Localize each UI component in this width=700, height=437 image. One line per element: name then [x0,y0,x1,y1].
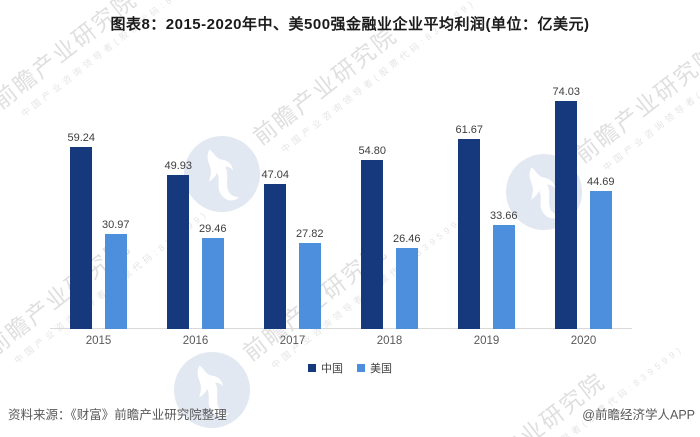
bar-2018-美国 [395,248,418,329]
legend-item-美国: 美国 [357,360,392,376]
chart-title: 图表8：2015-2020年中、美500强金融业企业平均利润(单位：亿美元) [110,16,590,33]
bar-column: 29.46 [199,223,227,329]
legend-swatch [308,364,316,372]
bar-2015-中国 [70,147,93,329]
bar-column: 26.46 [393,233,421,329]
bar-value-label: 27.82 [296,228,324,240]
bar-value-label: 54.80 [358,145,386,157]
credit-note: @前瞻经济学人APP [582,408,695,422]
bar-group-2016: 49.93 29.46 [164,160,227,329]
brand-logo-icon [0,85,15,192]
bar-column: 49.93 [164,160,192,329]
bar-2017-美国 [298,243,321,329]
bar-column: 54.80 [358,145,386,329]
x-tick-label-2017: 2017 [279,335,306,347]
bar-group-2020: 74.03 44.69 [552,86,615,329]
bar-value-label: 74.03 [552,86,580,98]
bar-value-label: 44.69 [587,176,615,188]
legend-label: 中国 [321,363,343,375]
bar-2019-中国 [458,139,481,329]
bar-group-2017: 47.04 27.82 [261,169,324,329]
bar-value-label: 30.97 [102,219,130,231]
bar-2020-中国 [555,101,578,329]
x-tick-label-2018: 2018 [376,335,403,347]
bar-2016-中国 [167,175,190,329]
bar-2018-中国 [361,160,384,329]
bar-column: 44.69 [587,176,615,329]
bar-value-label: 49.93 [164,160,192,172]
bar-2015-美国 [104,234,127,329]
footer: 资料来源：《财富》前瞻产业研究院整理 @前瞻经济学人APP [8,404,695,423]
legend-label: 美国 [370,363,392,375]
legend-item-中国: 中国 [308,360,343,376]
bar-group-2019: 61.67 33.66 [455,124,518,329]
bar-group-2015: 59.24 30.97 [67,132,130,329]
bar-value-label: 26.46 [393,233,421,245]
bar-group-2018: 54.80 26.46 [358,145,421,329]
bar-column: 59.24 [67,132,95,329]
bar-2019-美国 [492,225,515,329]
bar-2020-美国 [589,191,612,329]
bar-column: 33.66 [490,210,518,329]
source-note: 资料来源：《财富》前瞻产业研究院整理 [8,408,227,422]
bar-column: 61.67 [455,124,483,329]
bar-column: 74.03 [552,86,580,329]
bar-column: 30.97 [102,219,130,329]
bar-2016-美国 [201,238,224,329]
x-tick-label-2019: 2019 [473,335,500,347]
bar-column: 27.82 [296,228,324,329]
bar-2017-中国 [264,184,287,329]
bar-value-label: 29.46 [199,223,227,235]
legend: 中国 美国 [0,360,700,376]
legend-swatch [357,364,365,372]
x-tick-label-2020: 2020 [570,335,597,347]
x-axis-line [50,328,632,329]
bar-value-label: 33.66 [490,210,518,222]
bar-column: 47.04 [261,169,289,329]
x-axis-labels: 2015 2016 2017 2018 2019 2020 [50,335,632,347]
bar-value-label: 59.24 [67,132,95,144]
x-tick-label-2015: 2015 [85,335,112,347]
bar-value-label: 47.04 [261,169,289,181]
plot-area: 59.24 30.97 49.93 29.46 47.04 27.82 54.80 26.46… [50,58,632,329]
x-tick-label-2016: 2016 [182,335,209,347]
bar-value-label: 61.67 [455,124,483,136]
